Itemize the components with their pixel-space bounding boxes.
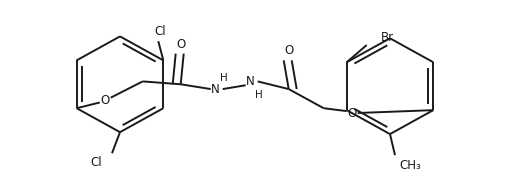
Text: H: H [254,90,262,100]
Text: Cl: Cl [90,156,102,169]
Text: N: N [246,75,254,88]
Text: O: O [284,44,293,57]
Text: Cl: Cl [154,25,166,38]
Text: N: N [211,83,220,96]
Text: CH₃: CH₃ [398,159,420,172]
Text: H: H [219,73,227,83]
Text: O: O [100,94,109,107]
Text: Br: Br [380,31,393,44]
Text: O: O [347,106,356,120]
Text: O: O [176,37,185,51]
